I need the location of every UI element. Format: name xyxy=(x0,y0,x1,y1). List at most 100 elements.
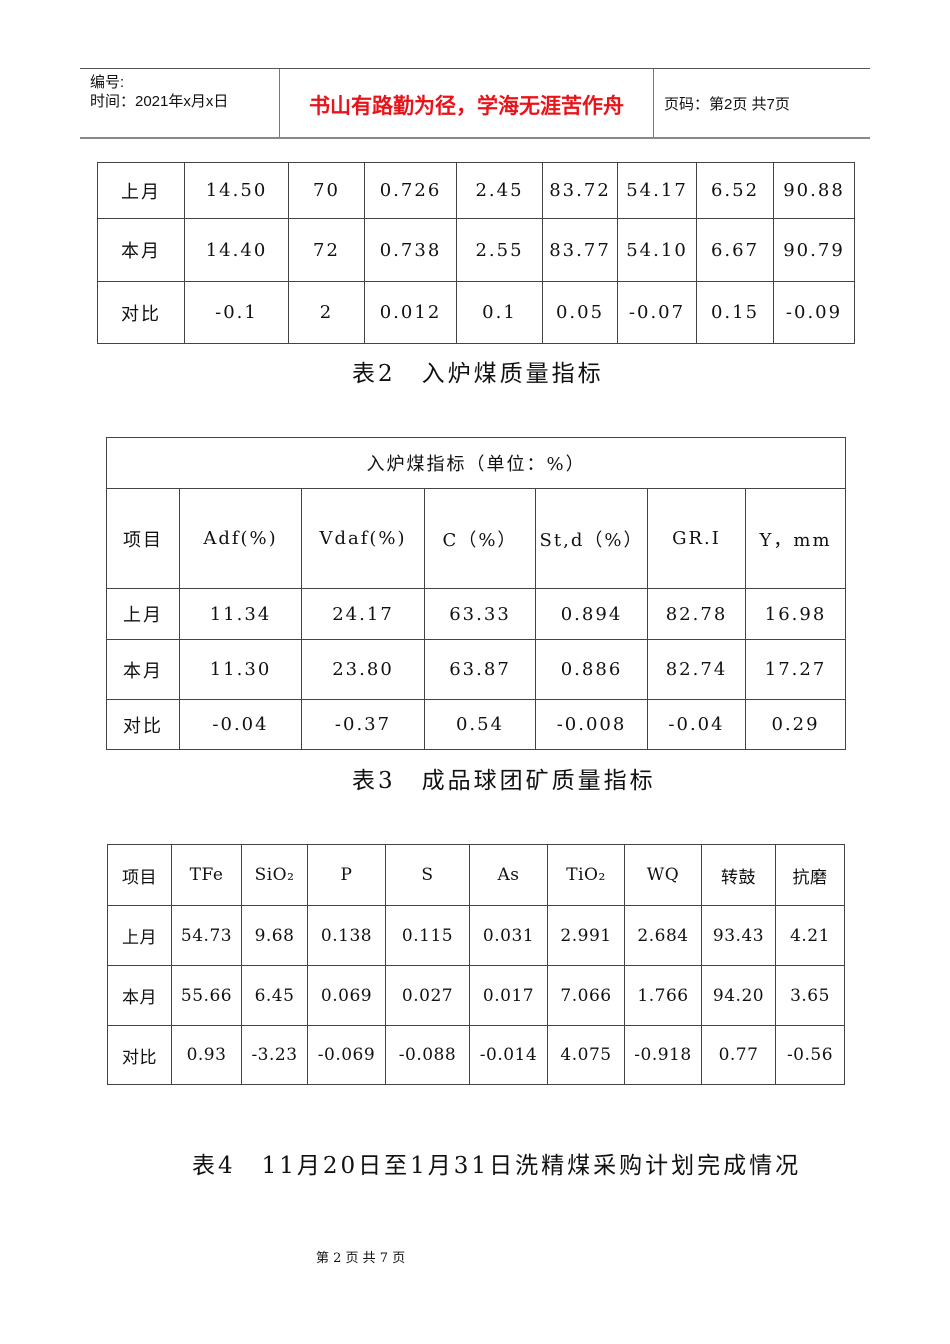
table-row: 上月 54.73 9.68 0.138 0.115 0.031 2.991 2.684 93.4… xyxy=(107,905,845,966)
table-cell: 4.075 xyxy=(547,1025,625,1085)
table-cell: 0.115 xyxy=(385,905,470,966)
table-cell: Vdaf(%) xyxy=(301,488,425,589)
table-cell: 0.93 xyxy=(171,1025,242,1085)
table-cell: 72 xyxy=(288,218,365,282)
time-label: 时间：2021年x月x日 xyxy=(90,93,229,110)
caption-table-3: 表3 成品球团矿质量指标 xyxy=(352,768,656,794)
row-label: 对比 xyxy=(97,281,185,344)
header-page-info: 页码：第2页 共7页 xyxy=(664,95,790,113)
table-cell: 7.066 xyxy=(547,965,625,1026)
table-cell: 24.17 xyxy=(301,588,425,640)
row-label: 本月 xyxy=(107,965,172,1026)
table-cell: TFe xyxy=(171,844,242,906)
table-cell: 0.027 xyxy=(385,965,470,1026)
header-meta: 编号: 时间：2021年x月x日 xyxy=(80,69,280,137)
table-3-pellet-quality: 项目 TFe SiO₂ P S As TiO₂ WQ 转鼓 抗磨 上月 54.73 9.68 0.138 0… xyxy=(107,844,845,1085)
table-cell: 0.017 xyxy=(469,965,548,1026)
table-header-row: 项目 TFe SiO₂ P S As TiO₂ WQ 转鼓 抗磨 xyxy=(107,844,845,906)
table-cell: 54.17 xyxy=(617,162,697,219)
table-cell: -0.069 xyxy=(307,1025,386,1085)
table-cell: 1.766 xyxy=(624,965,702,1026)
table-cell: 转鼓 xyxy=(701,844,776,906)
table-cell: 4.21 xyxy=(775,905,845,966)
table-cell: 0.726 xyxy=(364,162,457,219)
table-cell: GR.I xyxy=(647,488,746,589)
table-cell: 0.29 xyxy=(744,699,847,750)
table-cell: 6.45 xyxy=(241,965,308,1026)
table-cell: 11.34 xyxy=(179,588,302,640)
table-cell: 0.05 xyxy=(542,281,618,344)
table-cell: -3.23 xyxy=(241,1025,308,1085)
table-cell: 0.031 xyxy=(469,905,548,966)
table-cell: S xyxy=(385,844,470,906)
table-cell: 0.738 xyxy=(364,218,457,282)
caption-table-4: 表4 11月20日至1月31日洗精煤采购计划完成情况 xyxy=(192,1153,802,1179)
table-row: 本月 14.40 72 0.738 2.55 83.77 54.10 6.67 90.79 xyxy=(97,218,855,282)
table-cell: WQ xyxy=(624,844,702,906)
table-cell: -0.088 xyxy=(385,1025,470,1085)
table-row: 对比 0.93 -3.23 -0.069 -0.088 -0.014 4.075 -0.918… xyxy=(107,1025,845,1085)
table-cell: TiO₂ xyxy=(547,844,625,906)
table-cell: 70 xyxy=(288,162,365,219)
table-cell: 0.069 xyxy=(307,965,386,1026)
table-cell: 3.65 xyxy=(775,965,845,1026)
table-cell: 63.87 xyxy=(424,639,536,700)
table-cell: 16.98 xyxy=(744,588,847,640)
row-label: 项目 xyxy=(107,844,172,906)
row-label: 上月 xyxy=(106,588,180,640)
table-cell: 抗磨 xyxy=(775,844,845,906)
table-header-row: 项目 Adf(%) Vdaf(%) C（%） St,d（%） GR.I Y，mm xyxy=(106,488,847,589)
table-cell: 54.10 xyxy=(617,218,697,282)
table-cell: 0.77 xyxy=(701,1025,776,1085)
table-2-title: 入炉煤指标（单位：%） xyxy=(105,437,847,489)
table-cell: 0.886 xyxy=(535,639,648,700)
table-cell: -0.56 xyxy=(775,1025,845,1085)
table-cell: Adf(%) xyxy=(179,488,302,589)
table-cell: Y，mm xyxy=(744,488,847,589)
table-cell: St,d（%） xyxy=(535,488,648,589)
table-cell: 23.80 xyxy=(301,639,425,700)
table-cell: As xyxy=(469,844,548,906)
table-cell: -0.1 xyxy=(184,281,289,344)
table-cell: 6.52 xyxy=(696,162,774,219)
table-cell: 2.45 xyxy=(456,162,543,219)
table-cell: -0.008 xyxy=(535,699,648,750)
table-cell: 0.1 xyxy=(456,281,543,344)
table-cell: -0.918 xyxy=(624,1025,702,1085)
row-label: 本月 xyxy=(106,639,180,700)
table-cell: P xyxy=(307,844,386,906)
table-row: 对比 -0.1 2 0.012 0.1 0.05 -0.07 0.15 -0.09 xyxy=(97,281,855,344)
table-cell: C（%） xyxy=(424,488,536,589)
table-row: 对比 -0.04 -0.37 0.54 -0.008 -0.04 0.29 xyxy=(106,699,847,750)
table-cell: 0.894 xyxy=(535,588,648,640)
page-header: 编号: 时间：2021年x月x日 书山有路勤为径，学海无涯苦作舟 页码：第2页 … xyxy=(80,68,870,139)
table-cell: 17.27 xyxy=(744,639,847,700)
table-cell: 6.67 xyxy=(696,218,774,282)
row-label: 对比 xyxy=(107,1025,172,1085)
table-cell: SiO₂ xyxy=(241,844,308,906)
table-cell: 94.20 xyxy=(701,965,776,1026)
table-cell: -0.09 xyxy=(773,281,855,344)
table-cell: 14.50 xyxy=(184,162,289,219)
table-cell: 0.138 xyxy=(307,905,386,966)
table-2-coal-quality: 入炉煤指标（单位：%） 项目 Adf(%) Vdaf(%) C（%） St,d（%） GR… xyxy=(105,437,847,750)
row-label: 项目 xyxy=(106,488,180,589)
table-cell: 82.78 xyxy=(647,588,746,640)
table-cell: 14.40 xyxy=(184,218,289,282)
table-cell: 0.012 xyxy=(364,281,457,344)
table-cell: -0.014 xyxy=(469,1025,548,1085)
table-cell: 2.55 xyxy=(456,218,543,282)
table-cell: 54.73 xyxy=(171,905,242,966)
table-row: 上月 11.34 24.17 63.33 0.894 82.78 16.98 xyxy=(106,588,847,640)
header-motto: 书山有路勤为径，学海无涯苦作舟 xyxy=(280,69,654,137)
table-cell: 2 xyxy=(288,281,365,344)
table-row: 上月 14.50 70 0.726 2.45 83.72 54.17 6.52 90.88 xyxy=(97,162,855,219)
table-cell: 55.66 xyxy=(171,965,242,1026)
table-1-continued: 上月 14.50 70 0.726 2.45 83.72 54.17 6.52 90.88 本月 1… xyxy=(97,162,855,344)
table-cell: 0.15 xyxy=(696,281,774,344)
page-footer: 第 2 页 共 7 页 xyxy=(316,1251,406,1266)
table-cell: 2.684 xyxy=(624,905,702,966)
row-label: 上月 xyxy=(107,905,172,966)
table-cell: 90.79 xyxy=(773,218,855,282)
